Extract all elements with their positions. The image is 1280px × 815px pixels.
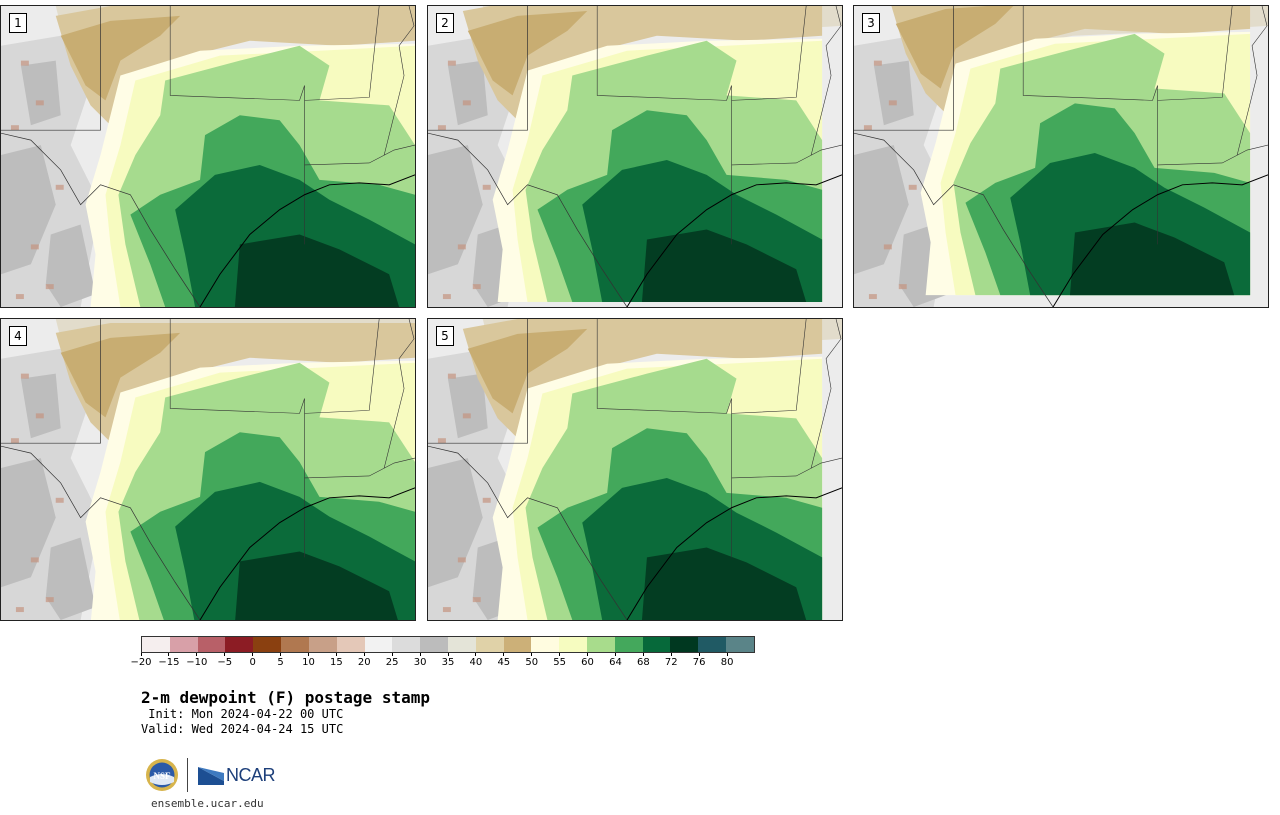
- logo-divider: [187, 758, 188, 792]
- colorbar-swatch: [420, 637, 448, 652]
- colorbar-tick-label: −15: [149, 653, 189, 668]
- colorbar-swatch: [169, 637, 198, 652]
- valid-time: Valid: Wed 2024-04-24 15 UTC: [141, 722, 344, 736]
- map-panel-3: 3: [853, 5, 1269, 308]
- svg-text:NSF: NSF: [153, 771, 171, 781]
- panel-number: 1: [9, 13, 27, 33]
- dewpoint-map: [428, 319, 842, 620]
- colorbar-swatch: [225, 637, 254, 652]
- colorbar-swatch: [642, 637, 671, 652]
- ncar-mark-icon: [198, 767, 224, 785]
- colorbar-tick-label: 45: [484, 653, 524, 668]
- panel-number: 4: [9, 326, 27, 346]
- colorbar-swatch: [475, 637, 504, 652]
- colorbar-tick-label: 76: [679, 653, 719, 668]
- colorbar-tick-label: 15: [316, 653, 356, 668]
- panel-number: 2: [436, 13, 454, 33]
- colorbar-tick-label: −20: [121, 653, 161, 668]
- colorbar-tick-label: 64: [595, 653, 635, 668]
- colorbar-tick-label: 40: [456, 653, 496, 668]
- dewpoint-map: [428, 6, 842, 307]
- map-panel-2: 2: [427, 5, 843, 308]
- map-panel-4: 4: [0, 318, 416, 621]
- colorbar-swatch: [336, 637, 365, 652]
- colorbar-swatch: [392, 637, 421, 652]
- chart-title: 2-m dewpoint (F) postage stamp: [141, 688, 430, 707]
- colorbar-tick-label: 50: [512, 653, 552, 668]
- colorbar-tick-label: −10: [177, 653, 217, 668]
- dewpoint-map: [854, 6, 1268, 307]
- colorbar-tick-label: 80: [707, 653, 747, 668]
- colorbar-tick-label: 30: [400, 653, 440, 668]
- colorbar-ticks: −20 −15 −10 −5 0 5 10 15 20 25 30 35 40 45 50 55 60 64 68 7…: [130, 653, 755, 673]
- logo-bar: NSF NCAR: [145, 757, 276, 793]
- colorbar-tick-label: −5: [205, 653, 245, 668]
- colorbar-tick-label: 68: [623, 653, 663, 668]
- map-panel-5: 5: [427, 318, 843, 621]
- colorbar-tick-label: 10: [288, 653, 328, 668]
- nsf-logo: NSF: [146, 759, 178, 791]
- colorbar-swatch: [587, 637, 615, 652]
- colorbar-swatch: [503, 637, 532, 652]
- panel-number: 3: [862, 13, 880, 33]
- colorbar-swatch: [698, 637, 727, 652]
- colorbar-swatch: [197, 637, 226, 652]
- colorbar-swatch: [559, 637, 587, 652]
- colorbar-swatch: [726, 637, 754, 652]
- colorbar-tick-label: 5: [261, 653, 301, 668]
- dewpoint-map: [1, 6, 415, 307]
- map-panel-1: 1: [0, 5, 416, 308]
- colorbar-tick-label: 35: [428, 653, 468, 668]
- ncar-logo-text: NCAR: [226, 764, 276, 785]
- colorbar-swatch: [531, 637, 560, 652]
- colorbar: [141, 636, 755, 653]
- colorbar-tick-label: 72: [651, 653, 691, 668]
- colorbar-swatch: [281, 637, 309, 652]
- colorbar-swatch: [142, 637, 170, 652]
- colorbar-swatch: [308, 637, 337, 652]
- colorbar-tick-label: 60: [568, 653, 608, 668]
- colorbar-tick-label: 55: [540, 653, 580, 668]
- colorbar-tick-label: 25: [372, 653, 412, 668]
- panel-number: 5: [436, 326, 454, 346]
- colorbar-tick-label: 20: [344, 653, 384, 668]
- colorbar-swatch: [447, 637, 476, 652]
- colorbar-swatch: [364, 637, 393, 652]
- colorbar-swatch: [614, 637, 643, 652]
- colorbar-swatch: [253, 637, 282, 652]
- ncar-logo: NCAR: [198, 764, 276, 786]
- colorbar-swatch: [670, 637, 699, 652]
- init-time: Init: Mon 2024-04-22 00 UTC: [141, 707, 344, 721]
- colorbar-tick-label: 0: [233, 653, 273, 668]
- website-url[interactable]: ensemble.ucar.edu: [151, 797, 264, 810]
- dewpoint-map: [1, 319, 415, 620]
